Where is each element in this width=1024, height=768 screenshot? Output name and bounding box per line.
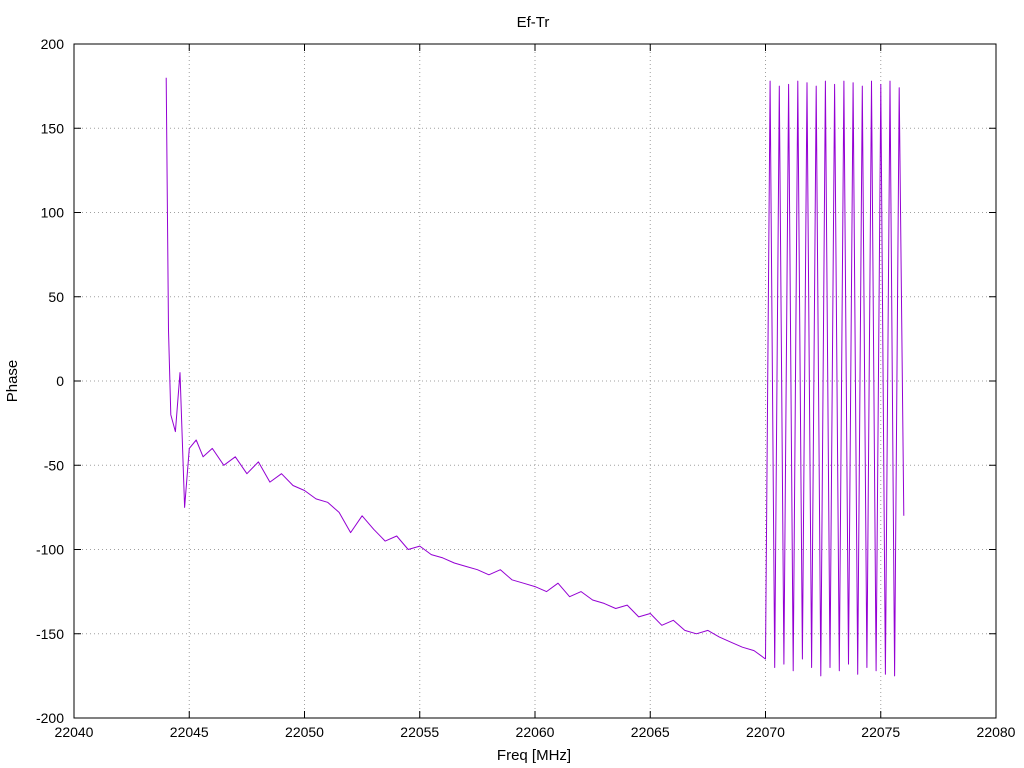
y-tick-label: 100 — [41, 205, 65, 221]
y-tick-label: 200 — [41, 36, 65, 52]
x-tick-label: 22080 — [977, 724, 1016, 740]
y-tick-label: -100 — [36, 542, 64, 558]
y-tick-label: -200 — [36, 710, 64, 726]
x-axis-label: Freq [MHz] — [497, 747, 571, 764]
chart-title: Ef-Tr — [517, 14, 550, 31]
y-tick-label: 0 — [56, 373, 64, 389]
grid — [74, 44, 996, 718]
x-tick-label: 22040 — [55, 724, 94, 740]
y-tick-label: 50 — [48, 289, 64, 305]
y-tick-label: 150 — [41, 120, 65, 136]
x-tick-label: 22050 — [285, 724, 324, 740]
series-line — [165, 77, 905, 677]
x-tick-label: 22055 — [400, 724, 439, 740]
y-tick-label: -50 — [44, 457, 64, 473]
y-tick-label: -150 — [36, 626, 64, 642]
y-axis-label: Phase — [4, 360, 21, 403]
series-group — [165, 77, 905, 677]
x-tick-label: 22070 — [746, 724, 785, 740]
x-tick-label: 22075 — [861, 724, 900, 740]
x-tick-label: 22065 — [631, 724, 670, 740]
x-tick-label: 22045 — [170, 724, 209, 740]
ticks: 22040 22045 22050 22055 22060 22065 22070 22075… — [36, 36, 1016, 740]
x-tick-label: 22060 — [516, 724, 555, 740]
plot-frame — [73, 43, 997, 719]
